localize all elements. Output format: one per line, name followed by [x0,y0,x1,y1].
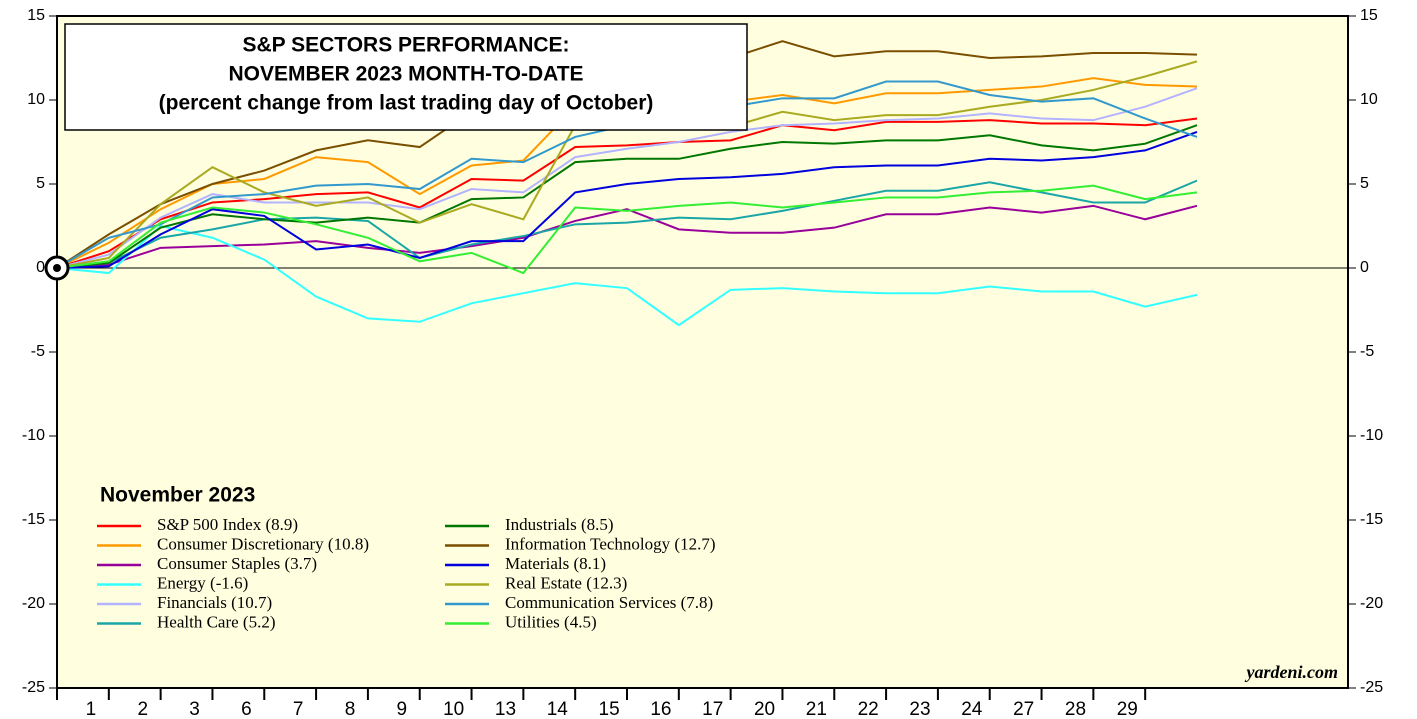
x-tick-label: 7 [293,699,304,719]
y-tick-label: -15 [1360,511,1383,528]
x-tick-label: 13 [495,699,516,719]
x-tick-label: 15 [599,699,620,719]
y-tick-label: -5 [1360,343,1374,360]
x-tick-label: 20 [754,699,775,719]
x-tick-label: 17 [702,699,723,719]
y-tick-label: -25 [1360,679,1383,696]
series-line [56,224,1198,327]
y-tick-label: -10 [1360,427,1383,444]
y-tick-label: 5 [36,175,45,192]
series-line [56,179,1198,269]
x-tick-label: 16 [650,699,671,719]
legend-label: Utilities (4.5) [505,612,597,631]
y-tick-label: 5 [1360,175,1369,192]
legend-label: Information Technology (12.7) [505,534,715,553]
y-tick-label: -15 [22,511,45,528]
legend-label: Consumer Staples (3.7) [157,554,317,573]
y-tick-label: 10 [1360,91,1378,108]
x-tick-label: 9 [397,699,408,719]
legend-label: Health Care (5.2) [157,612,275,631]
legend-label: Communication Services (7.8) [505,593,713,612]
y-tick-label: 0 [1360,259,1369,276]
x-tick-label: 24 [961,699,983,719]
x-tick-label: 2 [137,699,148,719]
series-line [56,130,1198,269]
y-tick-label: -20 [1360,595,1383,612]
legend-label: Energy (-1.6) [157,573,248,592]
x-tick-label: 27 [1013,699,1034,719]
chart-title: (percent change from last trading day of… [159,92,654,115]
y-tick-label: -10 [22,427,45,444]
x-tick-label: 14 [547,699,569,719]
legend-label: Financials (10.7) [157,593,272,612]
x-tick-label: 29 [1117,699,1138,719]
legend: S&P 500 Index (8.9)Consumer Discretionar… [97,515,715,631]
y-tick-label: 15 [1360,7,1378,24]
x-tick-label: 1 [86,699,97,719]
x-tick-label: 28 [1065,699,1086,719]
x-tick-label: 22 [858,699,879,719]
series-line [56,184,1198,275]
y-tick-label: -20 [22,595,45,612]
source: yardeni.com [1245,662,1339,682]
series-line [56,124,1198,269]
title-box [64,23,748,131]
y-tick-label: 0 [36,259,45,276]
x-tick-label: 10 [443,699,464,719]
chart-title: S&P SECTORS PERFORMANCE: [242,34,569,57]
x-tick-label: 8 [345,699,356,719]
y-tick-label: -5 [31,343,45,360]
y-tick-label: 10 [27,91,45,108]
y-tick-label: 15 [27,7,45,24]
axes: -25 -25 -20 -20 -15 -15 -10 -10 -5 -5 0 0 5 5 10 10 15 15… [22,7,1383,719]
x-tick-label: 3 [189,699,200,719]
legend-label: S&P 500 Index (8.9) [157,515,298,534]
chart-title: NOVEMBER 2023 MONTH-TO-DATE [228,63,583,86]
legend-label: Consumer Discretionary (10.8) [157,534,369,553]
origin-marker [53,264,61,272]
series-line [56,204,1198,269]
x-tick-label: 23 [909,699,930,719]
x-tick-label: 21 [806,699,827,719]
legend-label: Real Estate (12.3) [505,573,627,592]
series-line [56,87,1198,269]
y-tick-label: -25 [22,679,45,696]
legend-label: Materials (8.1) [505,554,606,573]
legend-title: November 2023 [100,484,255,507]
legend-label: Industrials (8.5) [505,515,614,534]
x-tick-label: 6 [241,699,252,719]
